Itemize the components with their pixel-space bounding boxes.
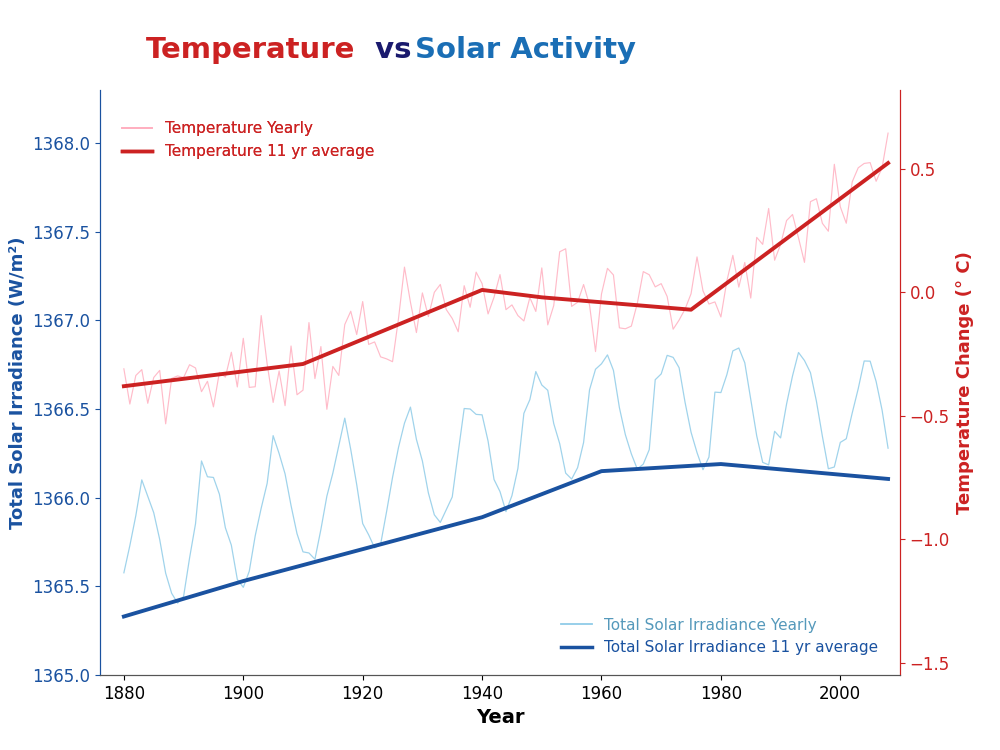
Text: Solar Activity: Solar Activity xyxy=(415,36,636,64)
Legend: Total Solar Irradiance Yearly, Total Solar Irradiance 11 yr average: Total Solar Irradiance Yearly, Total Sol… xyxy=(555,612,884,662)
Y-axis label: Total Solar Irradiance (W/m²): Total Solar Irradiance (W/m²) xyxy=(9,236,27,529)
Legend: Temperature Yearly, Temperature 11 yr average: Temperature Yearly, Temperature 11 yr av… xyxy=(116,116,380,165)
Text: vs: vs xyxy=(365,36,422,64)
Y-axis label: Temperature Change (° C): Temperature Change (° C) xyxy=(956,251,974,514)
Text: Temperature: Temperature xyxy=(146,36,355,64)
X-axis label: Year: Year xyxy=(476,708,524,728)
